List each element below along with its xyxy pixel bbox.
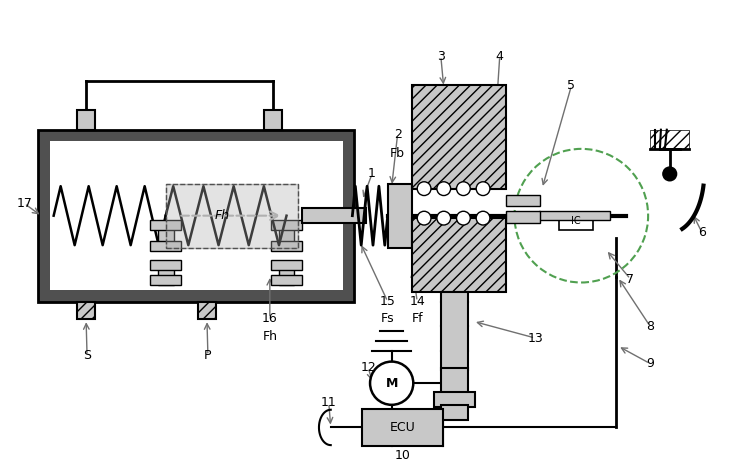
Bar [279,226,295,248]
Text: 17: 17 [16,197,32,210]
Bar [271,220,302,230]
Bar [78,302,95,319]
Text: Fh: Fh [215,209,231,222]
Text: 6: 6 [698,226,706,239]
FancyArrowPatch shape [181,212,278,220]
Text: 5: 5 [568,79,575,92]
Bar [166,184,298,248]
Bar [158,226,174,248]
Text: 3: 3 [437,49,445,62]
Bar [271,275,302,285]
Bar [441,292,468,371]
Text: ////: //// [448,309,461,318]
Bar [388,184,413,248]
Bar [271,261,302,270]
Bar [271,241,302,250]
Bar [559,212,593,230]
Text: 12: 12 [360,361,376,374]
Text: M: M [386,377,398,390]
Circle shape [437,211,451,225]
Circle shape [476,211,490,225]
Circle shape [417,211,431,225]
Text: 10: 10 [395,450,410,462]
Bar [50,141,342,290]
Bar [78,110,95,130]
Bar [441,369,468,393]
Circle shape [457,211,470,225]
Text: 8: 8 [646,320,654,333]
Text: P: P [204,349,212,362]
Text: 7: 7 [627,273,634,286]
Text: 14: 14 [410,295,425,308]
Text: 1: 1 [368,167,376,181]
Circle shape [370,362,413,405]
Text: ECU: ECU [389,421,416,434]
Text: 16: 16 [262,312,278,325]
Bar [363,409,443,446]
Bar [150,241,181,250]
Circle shape [457,182,470,195]
Bar [166,184,298,248]
Text: 9: 9 [646,357,654,370]
Text: Fh: Fh [263,329,278,342]
Text: S: S [83,349,91,362]
Text: Fs: Fs [381,312,395,325]
Text: Fb: Fb [390,147,405,160]
Text: 15: 15 [380,295,395,308]
Text: IC: IC [571,216,580,226]
Circle shape [417,182,431,195]
Text: 4: 4 [496,49,504,62]
Bar [441,405,468,419]
Text: ////: //// [448,358,461,368]
Bar [150,261,181,270]
Bar [279,263,295,285]
Circle shape [437,182,451,195]
Bar [38,130,354,302]
Circle shape [663,167,677,181]
Bar [302,208,366,223]
Bar [506,195,540,207]
Text: 13: 13 [527,332,543,345]
Bar [539,211,609,220]
Bar [506,211,540,223]
Text: Ff: Ff [411,312,423,325]
Circle shape [476,182,490,195]
Bar [198,302,216,319]
Bar [150,275,181,285]
Bar [413,85,506,188]
Bar [158,263,174,285]
Bar [264,110,282,130]
Bar [150,220,181,230]
Text: ////: //// [448,333,461,343]
Bar [413,218,506,292]
Bar [434,392,475,407]
Text: 11: 11 [321,396,336,409]
Text: 2: 2 [394,128,401,141]
